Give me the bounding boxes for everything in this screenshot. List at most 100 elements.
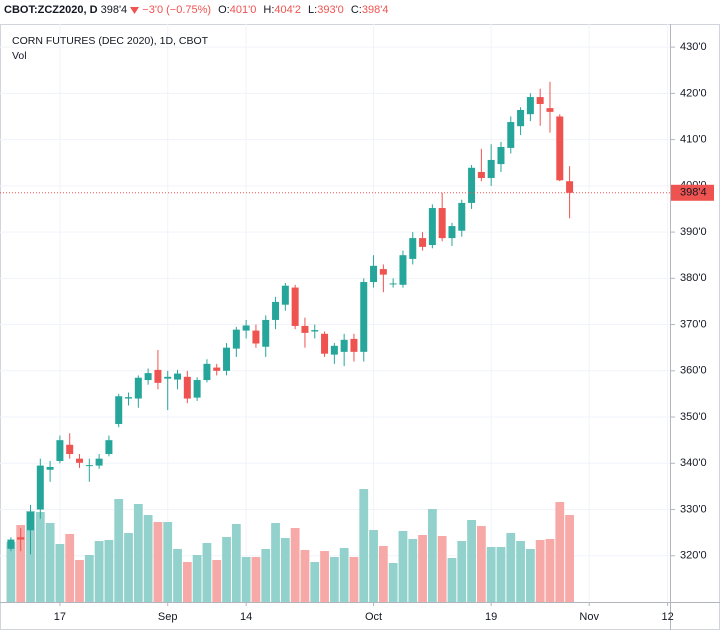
candle-body: [370, 265, 378, 283]
candle-body: [438, 208, 446, 239]
high: 404'2: [274, 4, 301, 16]
volume-bar: [222, 537, 231, 602]
volume-bar: [388, 563, 398, 602]
candle-body: [17, 537, 25, 540]
y-tick-label: 390'0: [680, 226, 707, 238]
candle-body: [223, 347, 231, 371]
candle-body: [262, 319, 270, 347]
volume-bar: [516, 541, 525, 602]
volume-bar: [467, 520, 476, 602]
candle-body: [232, 329, 240, 349]
candle-body: [66, 444, 74, 455]
y-tick-label: 420'0: [680, 87, 707, 99]
candle-body: [105, 440, 113, 455]
candle-body: [164, 376, 172, 379]
volume-bar: [427, 509, 437, 602]
volume-bar: [398, 531, 408, 602]
y-tick-label: 370'0: [680, 318, 707, 330]
volume-bar: [339, 548, 349, 602]
candle-body: [27, 511, 35, 531]
volume-bar: [231, 524, 241, 602]
candle-body: [468, 167, 476, 203]
candle-body: [360, 282, 368, 352]
chart-title: CORN FUTURES (DEC 2020), 1D, CBOT: [12, 35, 209, 47]
volume-bar: [153, 522, 163, 602]
volume-bar: [192, 555, 202, 602]
volume-bar: [329, 557, 339, 602]
volume-bar: [94, 541, 104, 602]
volume-bar: [447, 558, 457, 602]
candle-body: [350, 338, 358, 352]
candle-body: [321, 333, 329, 354]
x-tick-label: Oct: [365, 611, 382, 623]
volume-bar: [271, 523, 280, 602]
x-tick-label: Nov: [579, 611, 599, 623]
candle-body: [154, 369, 162, 383]
volume-bar: [535, 540, 545, 602]
volume-bar: [16, 525, 26, 602]
candle-body: [311, 330, 319, 332]
volume-bar: [300, 550, 310, 602]
volume-bar: [65, 534, 75, 602]
volume-bar: [212, 560, 222, 602]
volume-bar: [369, 530, 378, 602]
candle-body: [242, 325, 250, 331]
volume-bar: [75, 560, 84, 602]
candle-body: [536, 97, 544, 104]
candle-body: [477, 171, 485, 178]
candle-body: [76, 458, 84, 463]
volume-bar: [457, 541, 467, 602]
volume-bar: [359, 489, 369, 602]
volume-bar: [55, 544, 65, 602]
candle-body: [330, 345, 338, 355]
candle-body: [193, 380, 201, 398]
down-arrow: [130, 7, 140, 15]
volume-bar: [476, 526, 486, 602]
candle-body: [95, 458, 103, 466]
candle-body: [144, 373, 152, 381]
open-key: O:: [218, 4, 230, 16]
candle-body: [379, 269, 387, 275]
candle-body: [301, 325, 309, 333]
candle-body: [46, 466, 54, 470]
volume-bar: [26, 511, 35, 602]
candle-body: [56, 440, 64, 461]
volume-bar: [35, 512, 45, 602]
x-tick-label: 12: [661, 611, 673, 623]
y-tick-label: 340'0: [680, 457, 707, 469]
volume-bar: [437, 536, 447, 602]
volume-bar: [163, 522, 173, 602]
y-tick-label: 360'0: [680, 365, 707, 377]
volume-bar: [45, 523, 55, 602]
candle-body: [458, 202, 466, 231]
volume-bar: [486, 547, 496, 602]
volume-bar: [173, 549, 182, 602]
candle-body: [448, 226, 456, 239]
candle-body: [517, 110, 525, 127]
candle-body: [7, 539, 15, 549]
change: −3'0 (−0.75%): [142, 4, 212, 16]
y-tick-label: 330'0: [680, 503, 707, 515]
last-price-label: 398'4: [680, 187, 707, 199]
candle-body: [497, 146, 505, 165]
candle-body: [556, 116, 564, 181]
header: CBOT:ZCZ2020, D 398'4 −3'0 (−0.75%) O:40…: [4, 4, 388, 16]
y-tick-label: 350'0: [680, 411, 707, 423]
candle-body: [134, 377, 142, 399]
volume-bar: [496, 547, 506, 602]
volume-bar: [506, 533, 516, 602]
volume-bar: [378, 546, 388, 602]
x-tick-label: 19: [485, 611, 497, 623]
y-tick-label: 410'0: [680, 134, 707, 146]
candle-body: [419, 238, 427, 247]
candle-body: [487, 159, 495, 178]
y-tick-label: 430'0: [680, 41, 707, 53]
candle-body: [115, 396, 123, 424]
candle-body: [507, 122, 515, 148]
x-tick-label: Sep: [158, 611, 178, 623]
candle-body: [546, 108, 554, 112]
candle-body: [183, 376, 191, 399]
volume-bar: [114, 499, 124, 602]
close-key: C:: [350, 4, 362, 16]
